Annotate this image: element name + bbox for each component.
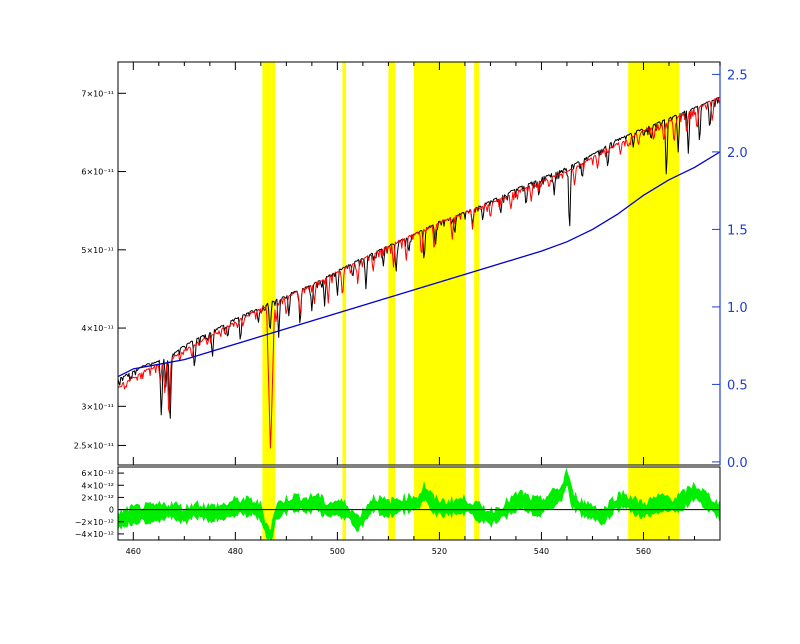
masked-regions-top xyxy=(262,62,680,465)
model-spectrum-line xyxy=(118,97,720,449)
residual-tick-label-1: −2×10⁻¹² xyxy=(75,518,114,527)
masked-region-top-1 xyxy=(342,62,347,465)
left-tick-label-5: 7×10⁻¹¹ xyxy=(81,89,114,98)
right-tick-label-0: 0.0 xyxy=(727,456,748,471)
left-tick-label-2: 4×10⁻¹¹ xyxy=(81,324,114,333)
residual-tick-label-2: 0 xyxy=(109,506,114,515)
right-tick-label-3: 1.5 xyxy=(727,223,748,238)
x-tick-label-0: 460 xyxy=(126,547,141,556)
x-tick-label-3: 520 xyxy=(432,547,447,556)
masked-region-top-5 xyxy=(628,62,680,465)
axis-tick-labels: 2.5×10⁻¹¹ 3×10⁻¹¹ 4×10⁻¹¹ 5×10⁻¹¹ 6×10⁻¹¹ 7×1… xyxy=(74,68,748,556)
bottom-plot-frame xyxy=(117,466,721,541)
residual-tick-label-5: 6×10⁻¹² xyxy=(81,469,114,478)
left-tick-label-4: 6×10⁻¹¹ xyxy=(81,168,114,177)
spectrum-lines xyxy=(118,97,720,449)
x-tick-label-4: 540 xyxy=(534,547,549,556)
right-tick-label-5: 2.5 xyxy=(727,68,748,83)
continuum-ratio-line xyxy=(118,151,720,378)
residual-tick-label-3: 2×10⁻¹² xyxy=(81,493,114,502)
residual-tick-label-4: 4×10⁻¹² xyxy=(81,481,114,490)
left-tick-label-3: 5×10⁻¹¹ xyxy=(81,246,114,255)
x-tick-label-5: 560 xyxy=(636,547,651,556)
residual-tick-label-0: −4×10⁻¹² xyxy=(75,530,114,539)
plot-frames xyxy=(117,61,721,541)
right-tick-label-1: 0.5 xyxy=(727,378,748,393)
masked-region-top-4 xyxy=(474,62,480,465)
x-tick-label-2: 500 xyxy=(330,547,345,556)
masked-region-top-0 xyxy=(262,62,276,465)
right-tick-label-4: 2.0 xyxy=(727,146,748,161)
left-tick-label-1: 3×10⁻¹¹ xyxy=(81,402,114,411)
right-tick-label-2: 1.0 xyxy=(727,301,748,316)
masked-region-top-3 xyxy=(413,62,466,465)
masked-region-top-2 xyxy=(388,62,396,465)
left-tick-label-0: 2.5×10⁻¹¹ xyxy=(74,441,114,450)
axis-ticks xyxy=(118,62,721,540)
x-tick-label-1: 480 xyxy=(228,547,243,556)
